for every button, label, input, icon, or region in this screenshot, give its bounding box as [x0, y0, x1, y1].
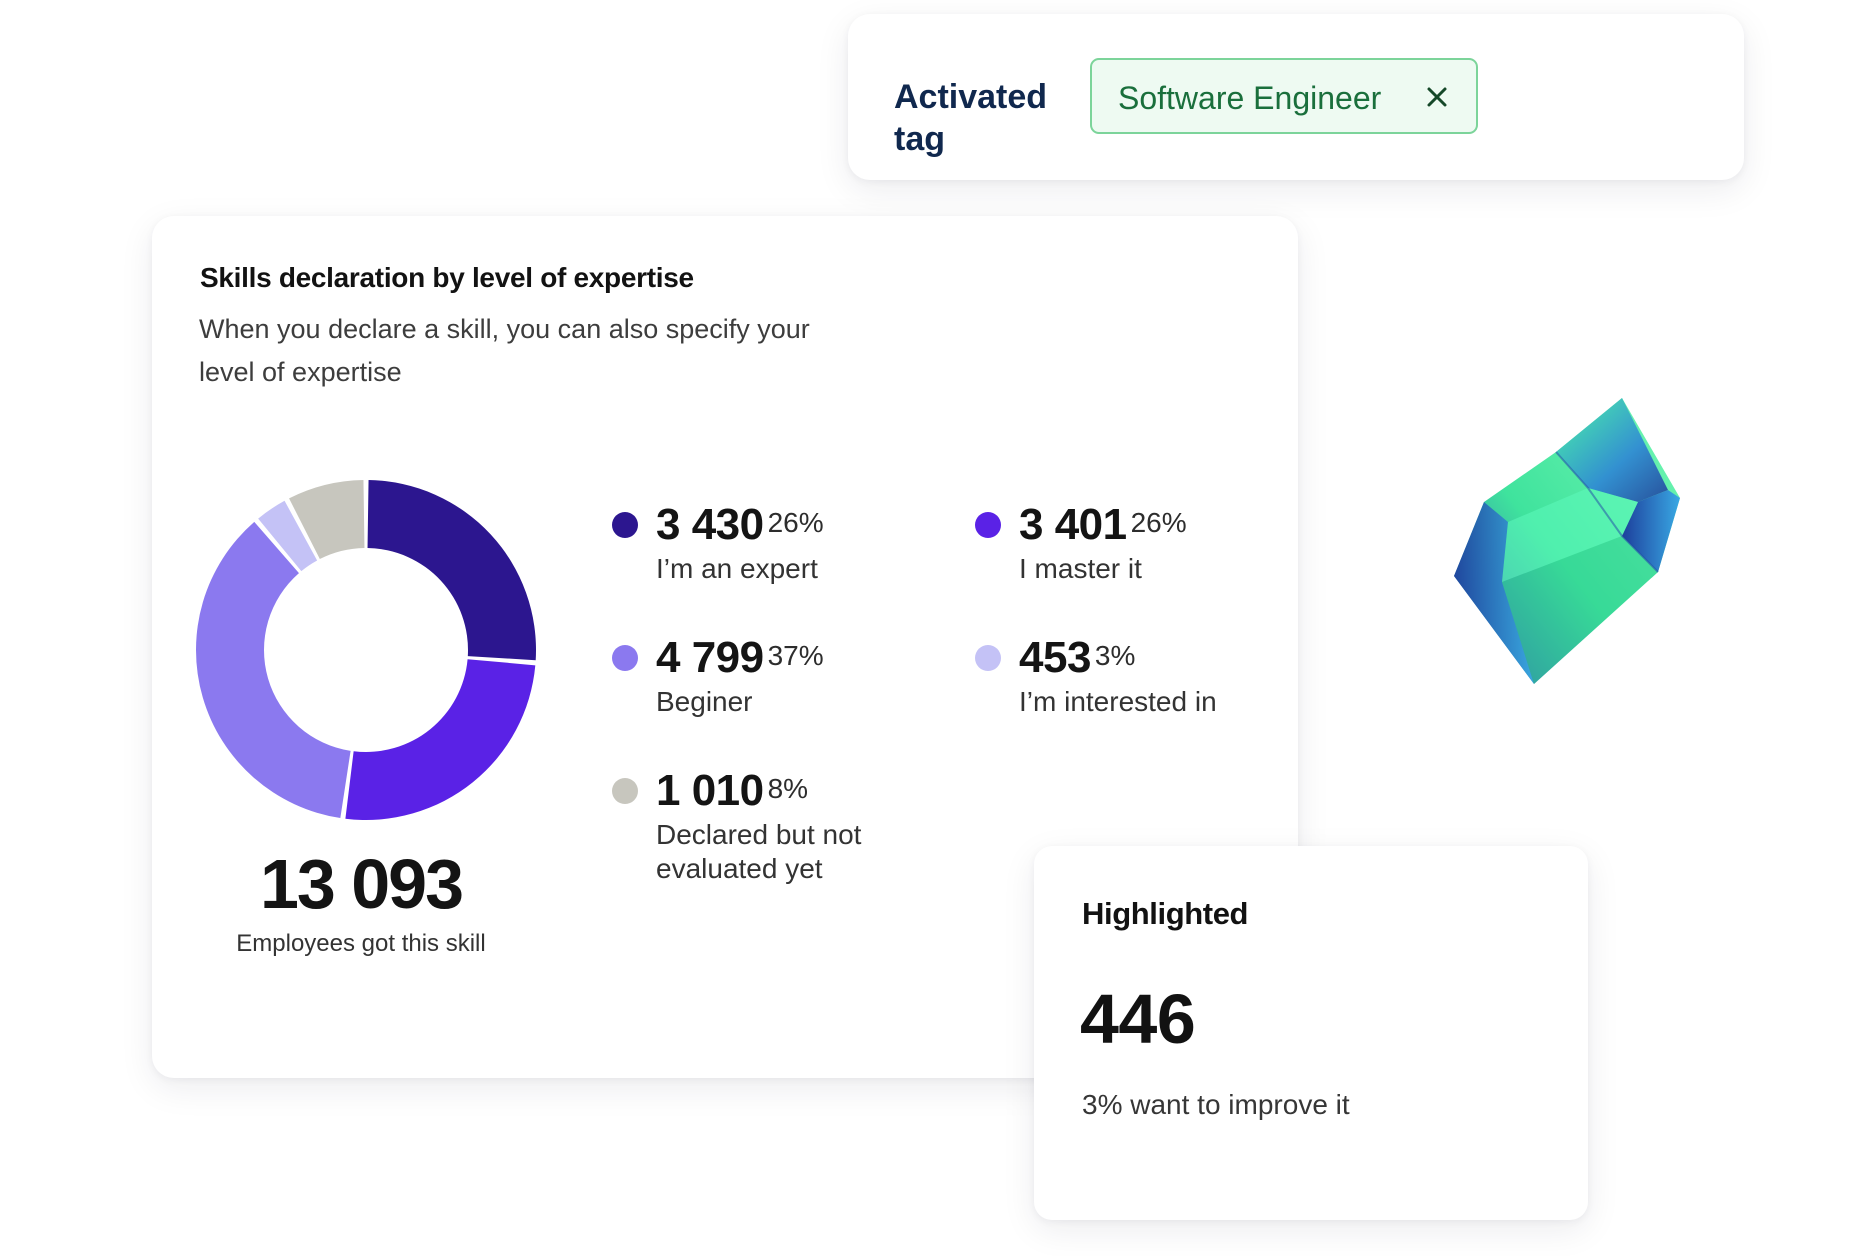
skills-subtitle: When you declare a skill, you can also s…: [199, 314, 810, 387]
legend-label: I master it: [1019, 553, 1142, 584]
legend-dot-icon: [975, 512, 1001, 538]
highlighted-description: 3% want to improve it: [1082, 1089, 1350, 1120]
highlighted-title: Highlighted: [1082, 896, 1249, 931]
total-employees-label: Employees got this skill: [236, 930, 486, 957]
legend-dot-icon: [612, 645, 638, 671]
donut-slice-i-m-an-expert: [367, 480, 536, 661]
legend-label: Beginer: [656, 686, 753, 717]
legend-label: I’m interested in: [1019, 686, 1217, 717]
total-employees-value: 13 093: [259, 845, 464, 923]
highlighted-card: Highlighted 446 3% want to improve it: [1034, 846, 1588, 1220]
legend-dot-icon: [612, 778, 638, 804]
donut-slice-i-m-interested-in: [258, 500, 318, 572]
legend-value: 1 010 8%: [656, 760, 808, 820]
legend-label: I’m an expert: [656, 553, 818, 584]
legend-count: 4 799: [656, 633, 764, 682]
legend-count: 3 401: [1019, 500, 1127, 549]
activated-tag-card: Activated tag Software Engineer: [848, 14, 1744, 180]
legend-count: 3 430: [656, 500, 764, 549]
close-icon[interactable]: [1420, 80, 1454, 114]
donut-slice-i-master-it: [345, 659, 536, 820]
legend-percent: 3%: [1094, 640, 1136, 671]
highlighted-value: 446: [1080, 980, 1196, 1058]
tag-text: Software Engineer: [1118, 80, 1382, 116]
software-engineer-tag[interactable]: Software Engineer: [1090, 58, 1478, 134]
donut-slice-declared-but-not-evaluated-yet: [289, 480, 365, 560]
legend-percent: 37%: [767, 640, 824, 671]
legend-value: 453 3%: [1019, 627, 1135, 687]
skills-title: Skills declaration by level of expertise: [200, 262, 694, 293]
donut-slice-beginer: [196, 521, 351, 819]
activated-tag-label: Activated tag: [894, 78, 1048, 158]
expertise-donut-chart: [196, 480, 536, 820]
legend-label: Declared but not evaluated yet: [656, 819, 862, 884]
legend-count: 453: [1019, 633, 1091, 682]
gem-icon: [1454, 398, 1680, 684]
legend-percent: 8%: [767, 773, 809, 804]
legend-percent: 26%: [1130, 507, 1187, 538]
legend-dot-icon: [612, 512, 638, 538]
legend-value: 4 799 37%: [656, 627, 824, 687]
legend-value: 3 430 26%: [656, 494, 824, 554]
skills-declaration-card: Skills declaration by level of expertise…: [152, 216, 1298, 1078]
legend-dot-icon: [975, 645, 1001, 671]
legend-percent: 26%: [767, 507, 824, 538]
legend-value: 3 401 26%: [1019, 494, 1187, 554]
legend-count: 1 010: [656, 766, 764, 815]
